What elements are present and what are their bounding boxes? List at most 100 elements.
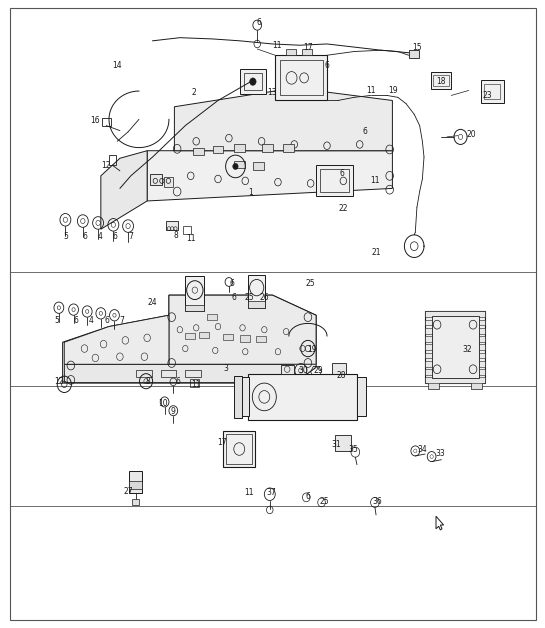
Bar	[234, 161, 245, 168]
Text: 22: 22	[338, 204, 348, 213]
Text: 8: 8	[146, 377, 150, 386]
Polygon shape	[101, 151, 147, 229]
Text: 16: 16	[90, 116, 100, 125]
Text: 37: 37	[267, 489, 276, 497]
Text: 4: 4	[89, 317, 94, 325]
Text: 4: 4	[98, 232, 102, 241]
Text: 6: 6	[113, 232, 117, 241]
Bar	[316, 165, 353, 196]
Text: 23: 23	[483, 91, 493, 100]
Text: 1: 1	[249, 188, 253, 197]
Text: 32: 32	[463, 345, 473, 354]
Text: 11: 11	[244, 489, 253, 497]
Text: 21: 21	[371, 248, 381, 257]
Bar	[185, 276, 204, 311]
Text: 14: 14	[112, 61, 122, 70]
Bar	[164, 177, 173, 187]
Bar	[129, 481, 142, 489]
Text: 13: 13	[268, 89, 277, 97]
Text: 6: 6	[74, 317, 78, 325]
Bar	[357, 377, 366, 416]
Bar	[280, 60, 323, 95]
Polygon shape	[64, 315, 169, 364]
Bar	[244, 73, 262, 90]
Bar	[213, 146, 223, 153]
Bar	[253, 162, 264, 170]
Bar	[432, 316, 479, 378]
Text: 30: 30	[299, 366, 308, 375]
Polygon shape	[147, 151, 392, 201]
Bar	[190, 379, 199, 387]
Bar	[425, 377, 485, 383]
Polygon shape	[64, 364, 293, 382]
Text: 26: 26	[259, 293, 269, 301]
Text: 6: 6	[325, 61, 329, 70]
Bar	[332, 363, 346, 382]
Bar	[109, 155, 116, 165]
Text: 36: 36	[372, 497, 382, 506]
Text: 12: 12	[101, 161, 111, 170]
Bar	[248, 301, 265, 308]
Polygon shape	[63, 295, 316, 383]
Bar	[226, 434, 252, 464]
Text: 6: 6	[363, 127, 367, 136]
Bar	[223, 334, 233, 340]
Text: 17: 17	[303, 43, 313, 52]
Bar	[433, 75, 449, 86]
Text: 6: 6	[257, 18, 261, 27]
Bar	[248, 275, 265, 308]
Text: 31: 31	[331, 440, 341, 449]
Text: 27: 27	[123, 487, 133, 495]
Circle shape	[233, 163, 238, 170]
Bar	[283, 144, 294, 152]
Text: 25: 25	[306, 279, 316, 288]
Bar	[428, 382, 439, 389]
Bar	[481, 80, 504, 103]
Text: 2: 2	[191, 89, 196, 97]
Bar	[129, 471, 142, 493]
Bar	[275, 55, 327, 100]
Bar	[240, 69, 266, 94]
Text: 11: 11	[272, 41, 282, 50]
Text: 3: 3	[224, 364, 228, 373]
Bar	[193, 148, 204, 155]
Text: 7: 7	[129, 232, 133, 241]
Bar	[425, 311, 485, 383]
Text: 11: 11	[366, 86, 376, 95]
Bar	[150, 174, 162, 185]
Bar	[335, 435, 351, 451]
Bar	[281, 365, 294, 374]
Bar	[185, 305, 204, 311]
Bar	[136, 370, 152, 377]
Bar	[262, 144, 272, 152]
Bar	[234, 144, 245, 152]
Bar	[256, 336, 266, 342]
Bar	[425, 336, 485, 342]
Text: 5: 5	[63, 232, 68, 241]
Bar	[471, 382, 482, 389]
Bar	[320, 169, 349, 192]
Bar	[425, 320, 485, 325]
Text: 6: 6	[229, 279, 234, 288]
Bar	[161, 370, 176, 377]
Text: 5: 5	[55, 317, 59, 325]
Bar	[183, 226, 191, 234]
Bar	[431, 72, 451, 89]
Bar	[425, 369, 485, 375]
Text: 25: 25	[244, 293, 254, 301]
Bar	[223, 431, 255, 467]
Text: 6: 6	[82, 232, 87, 241]
Text: 17: 17	[217, 438, 227, 447]
Text: 35: 35	[348, 445, 358, 453]
Text: 6: 6	[340, 170, 344, 178]
Text: 9: 9	[171, 408, 175, 416]
Bar	[185, 333, 195, 339]
Bar	[207, 314, 217, 320]
Text: 6: 6	[175, 377, 180, 386]
Text: 11: 11	[186, 234, 196, 243]
Bar	[425, 311, 485, 317]
Bar	[240, 377, 249, 416]
Text: 20: 20	[467, 130, 476, 139]
Text: 11: 11	[191, 381, 201, 389]
Text: 8: 8	[173, 231, 178, 240]
